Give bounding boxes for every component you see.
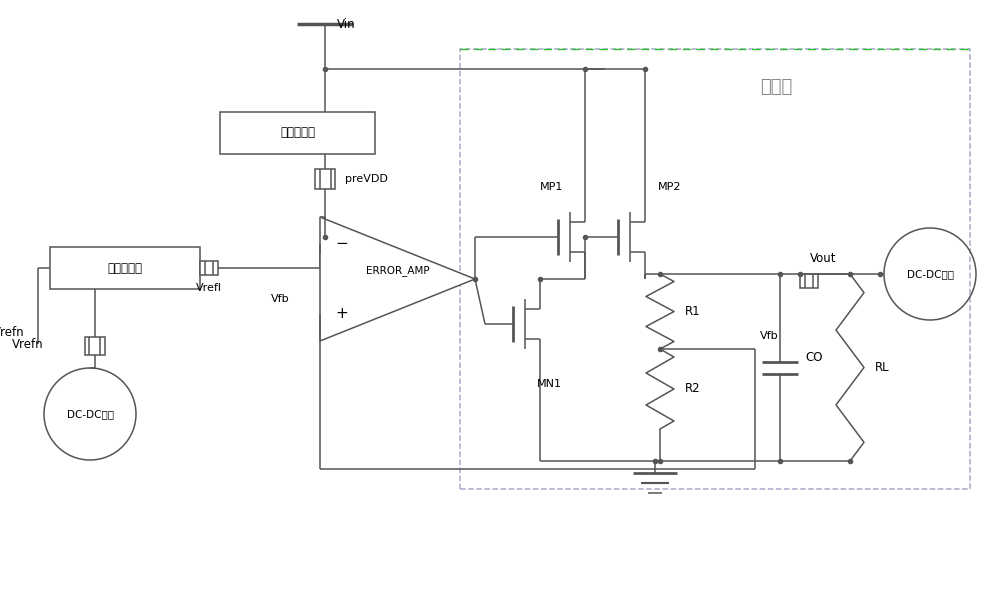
Text: 输出级: 输出级 (760, 78, 792, 96)
Text: R1: R1 (685, 305, 701, 318)
Bar (200, 261, 218, 275)
Text: 预降压模块: 预降压模块 (280, 126, 315, 140)
Text: Vin: Vin (337, 17, 356, 31)
Text: 电压基准源: 电压基准源 (108, 262, 143, 274)
Bar (220, 112, 375, 154)
Text: CO: CO (805, 351, 823, 364)
Text: RL: RL (875, 361, 890, 374)
Text: ERROR_AMP: ERROR_AMP (366, 265, 429, 277)
Text: Vfb: Vfb (271, 294, 290, 304)
Text: MP2: MP2 (658, 182, 682, 192)
Text: −: − (336, 237, 348, 252)
Bar (85, 337, 105, 355)
Bar (50, 247, 200, 289)
Text: R2: R2 (685, 383, 701, 395)
Polygon shape (320, 217, 475, 341)
Text: DC-DC电路: DC-DC电路 (907, 269, 954, 279)
Bar (315, 169, 335, 189)
Text: Vrefn: Vrefn (12, 337, 44, 350)
Text: MN1: MN1 (537, 379, 562, 389)
Text: MP1: MP1 (540, 182, 564, 192)
Text: Vrefn: Vrefn (0, 325, 25, 338)
Text: Vout: Vout (810, 253, 836, 265)
Text: preVDD: preVDD (345, 174, 388, 184)
Bar (460, 49, 970, 489)
Text: DC-DC电路: DC-DC电路 (66, 409, 114, 419)
Text: Vrefl: Vrefl (196, 283, 222, 293)
Text: Vfb: Vfb (760, 331, 779, 341)
Bar (800, 274, 818, 288)
Text: +: + (336, 307, 348, 322)
